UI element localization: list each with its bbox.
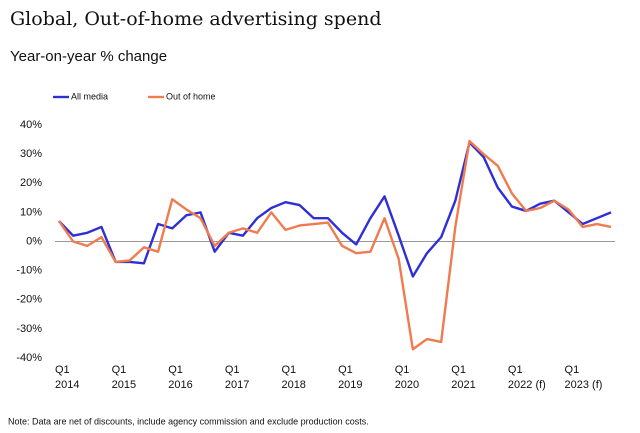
x-tick-label: Q1 bbox=[225, 364, 240, 376]
y-tick-label: 30% bbox=[20, 148, 42, 160]
x-tick-label: Q1 bbox=[55, 364, 70, 376]
x-tick-label: Q1 bbox=[508, 364, 523, 376]
x-tick-label: Q1 bbox=[565, 364, 580, 376]
y-tick-label: 10% bbox=[20, 206, 42, 218]
y-tick-label: -20% bbox=[16, 294, 42, 306]
chart-note: Note: Data are net of discounts, include… bbox=[8, 416, 369, 426]
x-tick-label: 2017 bbox=[225, 379, 249, 391]
x-tick-label: Q1 bbox=[451, 364, 466, 376]
x-tick-label: 2023 (f) bbox=[565, 379, 603, 391]
y-tick-label: 40% bbox=[20, 119, 42, 131]
x-tick-label: 2015 bbox=[112, 379, 136, 391]
x-tick-label: 2022 (f) bbox=[508, 379, 546, 391]
x-tick-label: 2020 bbox=[395, 379, 419, 391]
x-tick-label: Q1 bbox=[338, 364, 353, 376]
y-tick-label: 0% bbox=[26, 235, 42, 247]
x-tick-label: Q1 bbox=[112, 364, 127, 376]
y-tick-label: -40% bbox=[16, 352, 42, 364]
x-tick-label: 2016 bbox=[168, 379, 192, 391]
series-line bbox=[58, 141, 612, 278]
chart-subtitle: Year-on-year % change bbox=[10, 48, 167, 65]
x-tick-label: 2014 bbox=[55, 379, 79, 391]
x-tick-label: 2019 bbox=[338, 379, 362, 391]
x-tick-label: 2018 bbox=[281, 379, 305, 391]
x-tick-label: Q1 bbox=[281, 364, 296, 376]
x-tick-label: Q1 bbox=[168, 364, 183, 376]
y-tick-label: -10% bbox=[16, 265, 42, 277]
y-tick-label: -30% bbox=[16, 323, 42, 335]
x-tick-label: 2021 bbox=[451, 379, 475, 391]
y-tick-label: 20% bbox=[20, 177, 42, 189]
legend-label: All media bbox=[71, 91, 108, 101]
series-line bbox=[58, 139, 612, 351]
chart-title: Global, Out-of-home advertising spend bbox=[10, 8, 381, 30]
x-tick-label: Q1 bbox=[395, 364, 410, 376]
legend-label: Out of home bbox=[166, 91, 216, 101]
